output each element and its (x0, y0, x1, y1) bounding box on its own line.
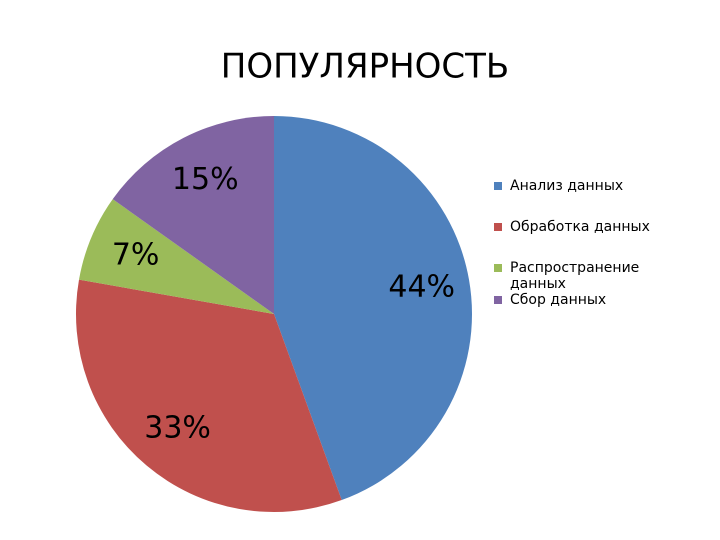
legend-item: Распространение данных (494, 260, 664, 292)
legend-item: Сбор данных (494, 292, 664, 308)
legend-item: Обработка данных (494, 219, 664, 235)
legend-label: Сбор данных (510, 292, 607, 308)
value-label: 7% (112, 238, 160, 273)
pie-slice (112, 116, 274, 314)
legend-swatch (494, 264, 502, 272)
value-label: 44% (388, 269, 455, 304)
pie-slice (274, 116, 473, 501)
legend-item: Анализ данных (494, 178, 664, 194)
legend-label: Распространение данных (510, 260, 640, 292)
value-label: 33% (144, 410, 211, 445)
legend-swatch (494, 296, 502, 304)
chart-title: ПОПУЛЯРНОСТЬ (221, 47, 509, 87)
pie-slice (75, 279, 342, 512)
legend-swatch (494, 223, 502, 231)
legend: Анализ данных Обработка данных Распростран… (494, 178, 664, 333)
value-label: 15% (172, 162, 239, 197)
legend-swatch (494, 182, 502, 190)
legend-label: Обработка данных (510, 219, 650, 235)
pie-slice (79, 199, 275, 314)
legend-label: Анализ данных (510, 178, 624, 194)
